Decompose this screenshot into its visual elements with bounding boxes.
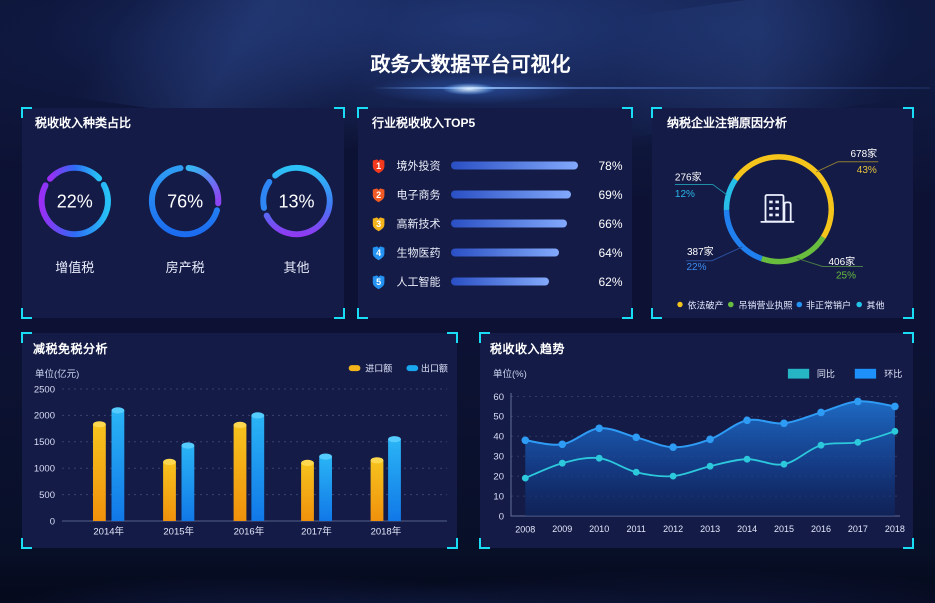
- svg-text:20: 20: [493, 472, 504, 483]
- svg-text:2009: 2009: [552, 524, 572, 534]
- svg-text:生物医药: 生物医药: [397, 246, 441, 260]
- svg-text:22%: 22%: [57, 192, 93, 212]
- svg-text:64%: 64%: [599, 246, 623, 260]
- svg-text:2500: 2500: [34, 384, 55, 395]
- svg-text:2: 2: [376, 190, 381, 200]
- svg-text:678家: 678家: [851, 147, 878, 160]
- svg-text:2013: 2013: [700, 524, 720, 534]
- svg-text:单位(亿元): 单位(亿元): [35, 368, 79, 380]
- svg-text:2000: 2000: [34, 411, 55, 422]
- svg-text:3: 3: [376, 219, 381, 229]
- svg-text:吊销营业执照: 吊销营业执照: [739, 300, 793, 311]
- svg-text:500: 500: [39, 490, 55, 501]
- svg-text:276家: 276家: [675, 171, 702, 184]
- svg-text:税收收入趋势: 税收收入趋势: [490, 341, 565, 356]
- svg-text:12%: 12%: [675, 189, 695, 200]
- svg-text:50: 50: [493, 412, 504, 423]
- svg-text:2012: 2012: [663, 524, 683, 534]
- svg-text:境外投资: 境外投资: [397, 159, 441, 173]
- svg-text:0: 0: [50, 516, 55, 527]
- svg-text:高新技术: 高新技术: [397, 217, 441, 231]
- svg-text:进口额: 进口额: [365, 363, 392, 374]
- svg-text:出口额: 出口额: [421, 363, 448, 374]
- svg-text:2010: 2010: [589, 524, 609, 534]
- svg-text:2014年: 2014年: [93, 526, 124, 538]
- svg-text:电子商务: 电子商务: [397, 188, 441, 202]
- svg-text:0: 0: [499, 511, 504, 522]
- svg-text:依法破产: 依法破产: [688, 300, 724, 311]
- svg-text:60: 60: [493, 392, 504, 403]
- svg-text:62%: 62%: [599, 275, 623, 289]
- svg-text:单位(%): 单位(%): [493, 368, 527, 380]
- svg-text:2018年: 2018年: [371, 526, 402, 538]
- svg-text:2015年: 2015年: [163, 526, 194, 538]
- svg-text:5: 5: [376, 277, 381, 287]
- svg-text:2015: 2015: [774, 524, 794, 534]
- svg-text:减税免税分析: 减税免税分析: [33, 341, 108, 356]
- svg-text:4: 4: [376, 248, 381, 258]
- svg-text:其他: 其他: [283, 260, 309, 275]
- svg-text:房产税: 房产税: [166, 260, 205, 275]
- svg-text:1: 1: [376, 161, 381, 171]
- svg-text:2016年: 2016年: [234, 526, 265, 538]
- svg-text:环比: 环比: [884, 368, 902, 379]
- svg-text:2008: 2008: [515, 525, 535, 535]
- svg-text:同比: 同比: [817, 368, 835, 379]
- svg-text:43%: 43%: [857, 165, 877, 176]
- svg-text:1500: 1500: [34, 437, 55, 448]
- svg-text:22%: 22%: [687, 262, 707, 273]
- svg-text:增值税: 增值税: [55, 260, 94, 275]
- svg-text:78%: 78%: [599, 159, 623, 173]
- svg-text:非正常销户: 非正常销户: [806, 300, 851, 311]
- svg-text:66%: 66%: [599, 217, 623, 231]
- svg-text:69%: 69%: [599, 188, 623, 202]
- svg-text:13%: 13%: [278, 192, 314, 212]
- svg-text:25%: 25%: [836, 271, 856, 282]
- svg-text:2017: 2017: [848, 524, 868, 534]
- svg-text:2011: 2011: [627, 524, 646, 534]
- svg-text:人工智能: 人工智能: [397, 275, 441, 289]
- svg-text:2018: 2018: [885, 524, 905, 534]
- svg-text:406家: 406家: [829, 255, 856, 268]
- svg-text:40: 40: [493, 432, 504, 443]
- svg-text:1000: 1000: [34, 464, 55, 475]
- svg-text:10: 10: [493, 491, 504, 502]
- svg-text:387家: 387家: [687, 245, 714, 258]
- svg-text:2016: 2016: [811, 524, 831, 534]
- svg-text:30: 30: [493, 452, 504, 463]
- svg-text:2014: 2014: [737, 524, 757, 534]
- svg-text:2017年: 2017年: [301, 526, 332, 538]
- svg-text:76%: 76%: [167, 192, 203, 212]
- svg-text:其他: 其他: [867, 300, 885, 311]
